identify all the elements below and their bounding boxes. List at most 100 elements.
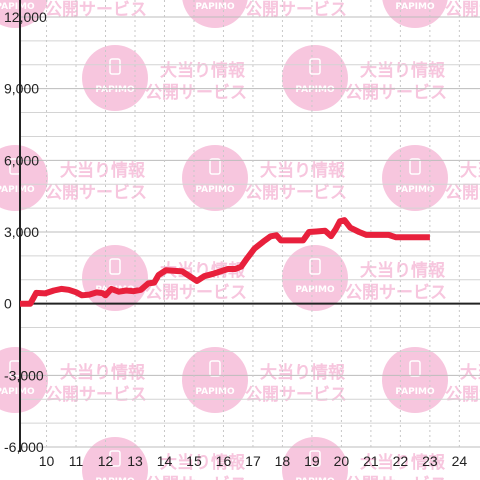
y-tick-label: 6,000 xyxy=(4,152,39,168)
watermark-logo-icon xyxy=(182,145,248,211)
watermark-logo-icon xyxy=(82,45,148,111)
watermark-line2: 公開サービス xyxy=(245,183,347,203)
watermark-line1: 大当り情報 xyxy=(160,60,246,81)
watermark-line2: 公開サービス xyxy=(345,475,447,480)
watermark-line2: 公開サービス xyxy=(445,385,480,405)
x-tick-label: 23 xyxy=(422,453,438,469)
watermark-logo-icon xyxy=(382,145,448,211)
x-tick-label: 18 xyxy=(275,453,291,469)
watermark-line1: 大当り情報 xyxy=(360,260,446,281)
phone-icon xyxy=(109,450,121,467)
phone-icon xyxy=(409,158,421,175)
series-line xyxy=(20,217,430,307)
watermark-logo-icon xyxy=(182,347,248,413)
phone-icon xyxy=(209,360,221,377)
x-tick-label: 16 xyxy=(216,453,232,469)
watermark-logo-icon xyxy=(282,245,348,311)
y-tick-label: -6,000 xyxy=(4,439,44,455)
phone-icon xyxy=(409,360,421,377)
x-tick-label: 19 xyxy=(304,453,320,469)
phone-icon xyxy=(309,450,321,467)
watermark-line1: 大当り情報 xyxy=(160,260,246,281)
watermark-logo-text: PAPIMO xyxy=(0,387,35,397)
watermark-logo-icon xyxy=(0,145,48,211)
watermark-logo-text: PAPIMO xyxy=(295,285,335,295)
watermark-line1: 大当り情報 xyxy=(460,160,480,181)
phone-icon xyxy=(309,258,321,275)
watermark-logo-text: PAPIMO xyxy=(295,477,335,480)
x-tick-label: 15 xyxy=(186,453,202,469)
watermark-line2: 公開サービス xyxy=(45,385,147,405)
gridlines xyxy=(20,0,480,448)
phone-icon xyxy=(309,58,321,75)
watermark-logo-text: PAPIMO xyxy=(95,477,135,480)
watermark-line2: 公開サービス xyxy=(245,385,347,405)
y-tick-label: 3,000 xyxy=(4,224,39,240)
y-tick-label: 0 xyxy=(4,296,12,312)
watermark-line1: 大当り情報 xyxy=(260,160,346,181)
x-tick-label: 12 xyxy=(98,453,114,469)
watermark-logo-icon xyxy=(82,437,148,480)
watermark-logo-text: PAPIMO xyxy=(0,185,35,195)
watermark-logo-icon xyxy=(182,0,248,28)
watermark-line1: 大当り情報 xyxy=(160,452,246,473)
watermark-line1: 大当り情報 xyxy=(460,362,480,383)
x-tick-label: 20 xyxy=(334,453,350,469)
watermark-line1: 大当り情報 xyxy=(260,362,346,383)
x-tick-label: 11 xyxy=(69,453,84,469)
watermark-logo-text: PAPIMO xyxy=(295,85,335,95)
x-tick-label: 13 xyxy=(127,453,143,469)
watermark-logo-text: PAPIMO xyxy=(0,2,35,12)
y-tick-label: 12,000 xyxy=(4,9,47,25)
watermark-line2: 公開サービス xyxy=(45,0,147,20)
watermark-line2: 公開サービス xyxy=(445,183,480,203)
watermark-line2: 公開サービス xyxy=(345,83,447,103)
y-tick-label: 9,000 xyxy=(4,81,39,97)
x-tick-label: 14 xyxy=(157,453,173,469)
watermark-line1: 大当り情報 xyxy=(360,452,446,473)
watermark-logo-text: PAPIMO xyxy=(195,2,235,12)
x-tick-label: 24 xyxy=(452,453,468,469)
watermark-line2: 公開サービス xyxy=(45,183,147,203)
watermark-line2: 公開サービス xyxy=(245,0,347,20)
watermark-line1: 大当り情報 xyxy=(60,362,146,383)
watermark-line2: 公開サービス xyxy=(145,83,247,103)
watermark-line1: 大当り情報 xyxy=(60,160,146,181)
series-layer xyxy=(20,217,430,307)
phone-icon xyxy=(209,158,221,175)
watermark-logo-text: PAPIMO xyxy=(195,185,235,195)
watermark-logo-icon xyxy=(282,437,348,480)
watermark-logo-text: PAPIMO xyxy=(95,85,135,95)
watermark-logo-text: PAPIMO xyxy=(395,2,435,12)
watermark-logo-icon xyxy=(282,45,348,111)
watermark-logo-text: PAPIMO xyxy=(395,387,435,397)
watermark-line2: 公開サービス xyxy=(145,283,247,303)
phone-icon xyxy=(109,258,121,275)
watermark-logo-text: PAPIMO xyxy=(395,185,435,195)
phone-icon xyxy=(109,58,121,75)
x-tick-label: 22 xyxy=(393,453,409,469)
watermark-logo-icon xyxy=(0,347,48,413)
x-tick-label: 17 xyxy=(245,453,261,469)
watermark-logo-icon xyxy=(0,0,48,28)
x-tick-label: 21 xyxy=(363,453,379,469)
watermark-line2: 公開サービス xyxy=(145,475,247,480)
watermark-line1: 大当り情報 xyxy=(360,60,446,81)
x-tick-label: 10 xyxy=(39,453,55,469)
